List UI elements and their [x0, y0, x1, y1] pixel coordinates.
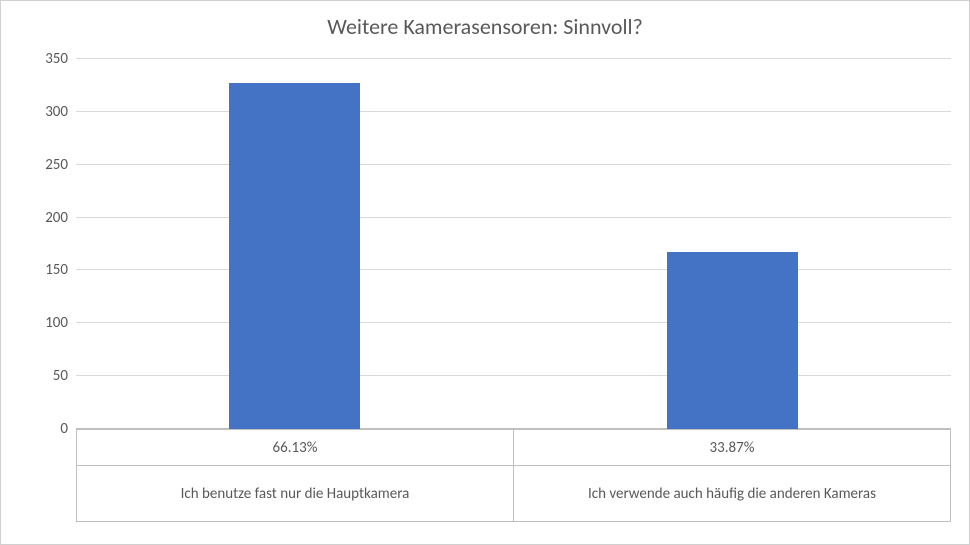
- x-category-table: 66.13%33.87% Ich benutze fast nur die Ha…: [76, 429, 951, 522]
- gridline: [76, 58, 951, 59]
- bar: [229, 83, 360, 429]
- ytick-label: 350: [45, 50, 76, 68]
- gridline: [76, 322, 951, 323]
- x-category-label: Ich benutze fast nur die Hauptkamera: [77, 466, 514, 522]
- plot-area: 050100150200250300350: [76, 59, 951, 429]
- x-percent-label: 33.87%: [514, 430, 951, 466]
- chart-title: Weitere Kamerasensoren: Sinnvoll?: [1, 1, 969, 40]
- ytick-label: 250: [45, 156, 76, 174]
- bar: [667, 252, 798, 429]
- ytick-label: 100: [45, 314, 76, 332]
- x-percent-label: 66.13%: [77, 430, 514, 466]
- ytick-label: 300: [45, 103, 76, 121]
- chart-container: Weitere Kamerasensoren: Sinnvoll? 050100…: [0, 0, 970, 545]
- x-category-label: Ich verwende auch häufig die anderen Kam…: [514, 466, 951, 522]
- gridline: [76, 375, 951, 376]
- gridline: [76, 164, 951, 165]
- gridline: [76, 111, 951, 112]
- ytick-label: 50: [53, 367, 76, 385]
- ytick-label: 150: [45, 261, 76, 279]
- ytick-label: 200: [45, 209, 76, 227]
- gridline: [76, 217, 951, 218]
- ytick-label: 0: [60, 420, 76, 438]
- gridline: [76, 269, 951, 270]
